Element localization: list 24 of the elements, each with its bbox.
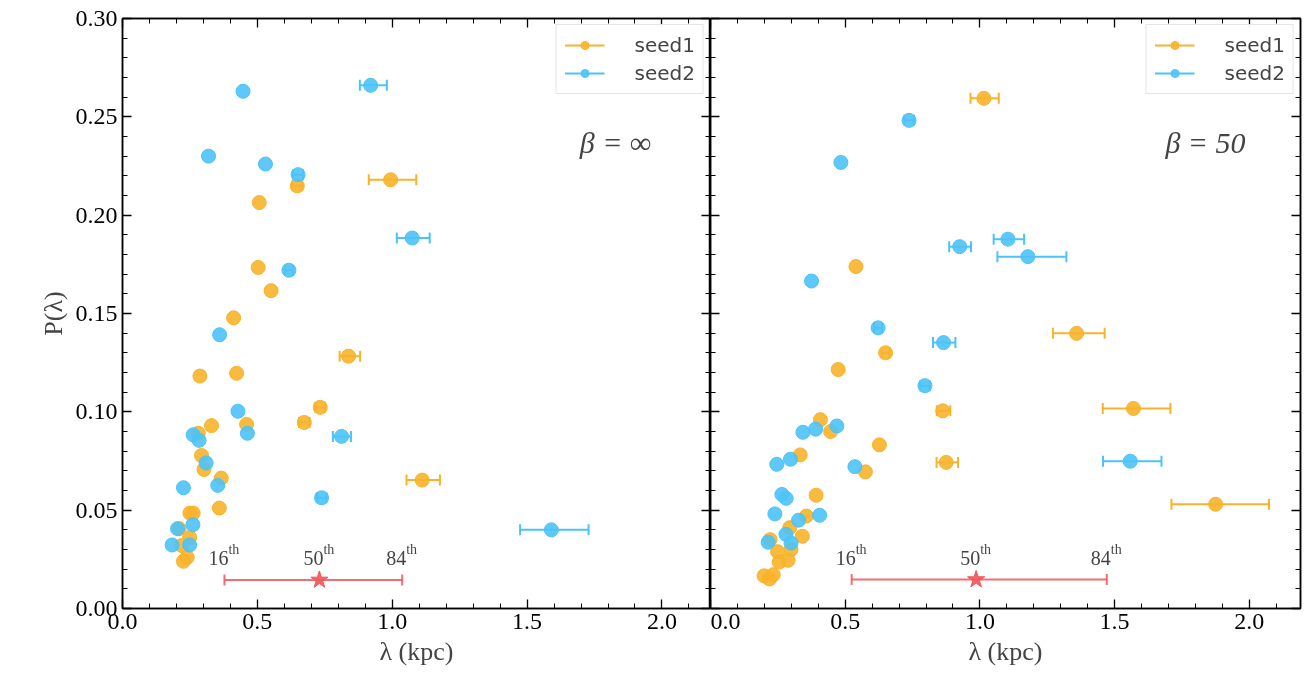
x-tick-label: 0.0 bbox=[710, 607, 741, 634]
y-tick-label: 0.20 bbox=[75, 201, 118, 228]
y-tick-label: 0.05 bbox=[75, 496, 118, 523]
y-tick-label: 0.10 bbox=[75, 398, 118, 425]
y-tick-label: 0.15 bbox=[75, 300, 118, 326]
x-tick-label: 1.0 bbox=[377, 607, 408, 634]
y-axis-title: P(λ) bbox=[38, 291, 68, 336]
x-tick-label: 0.5 bbox=[830, 607, 861, 634]
legend-label: seed1 bbox=[634, 33, 695, 57]
x-tick-label: 2.0 bbox=[646, 607, 677, 634]
legend-label: seed2 bbox=[1224, 61, 1285, 85]
x-axis-title: λ (kpc) bbox=[379, 636, 454, 666]
y-tick-label: 0.30 bbox=[75, 5, 118, 31]
x-axis-title: λ (kpc) bbox=[968, 636, 1043, 666]
x-tick-label: 1.5 bbox=[1099, 607, 1130, 634]
legend-label: seed2 bbox=[634, 61, 695, 85]
legend-label: seed1 bbox=[1224, 33, 1285, 57]
annotation: β = 50 bbox=[1164, 125, 1246, 159]
x-tick-label: 1.5 bbox=[512, 607, 543, 634]
x-tick-label: 2.0 bbox=[1234, 607, 1265, 634]
x-tick-label: 1.0 bbox=[964, 607, 995, 634]
annotation: β = ∞ bbox=[578, 125, 652, 159]
y-tick-label: 0.25 bbox=[75, 103, 118, 130]
x-tick-label: 0.5 bbox=[242, 607, 273, 634]
